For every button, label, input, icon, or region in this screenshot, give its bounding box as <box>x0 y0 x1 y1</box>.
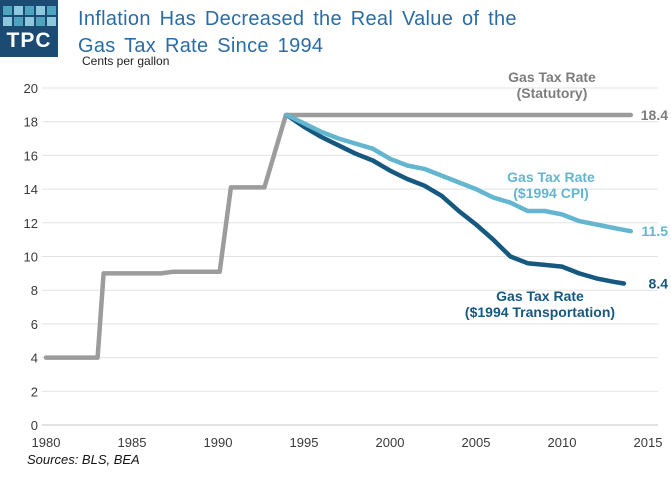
end-value-label-statutory: 18.4 <box>641 107 668 123</box>
logo-square-icon <box>24 17 34 26</box>
chart-title: Inflation Has Decreased the Real Value o… <box>78 6 517 60</box>
tpc-logo-text: TPC <box>6 29 52 52</box>
x-tick-label: 1990 <box>204 435 233 450</box>
logo-square-icon <box>46 6 56 15</box>
chart-title-line2: Gas Tax Rate Since 1994 <box>78 35 324 57</box>
x-tick-label: 1995 <box>290 435 319 450</box>
y-tick-label: 14 <box>24 182 38 197</box>
x-tick-label: 2005 <box>462 435 491 450</box>
logo-square-icon <box>13 17 23 26</box>
end-value-label-cpi-1994: 11.5 <box>642 223 669 239</box>
series-label-cpi-1994: Gas Tax Rate ($1994 CPI) <box>507 169 595 201</box>
y-tick-label: 10 <box>24 250 38 265</box>
source-note: Sources: BLS, BEA <box>27 452 140 467</box>
series-label-statutory: Gas Tax Rate (Statutory) <box>508 69 596 101</box>
y-tick-label: 0 <box>31 418 38 433</box>
logo-square-icon <box>13 6 23 15</box>
x-tick-label: 1985 <box>118 435 147 450</box>
chart-title-line1: Inflation Has Decreased the Real Value o… <box>78 8 517 30</box>
y-tick-label: 6 <box>31 317 38 332</box>
logo-square-icon <box>35 6 45 15</box>
logo-square-icon <box>24 6 34 15</box>
y-tick-label: 18 <box>24 115 38 130</box>
y-tick-label: 12 <box>24 216 38 231</box>
logo-square-icon <box>46 17 56 26</box>
logo-square-icon <box>35 17 45 26</box>
y-tick-label: 2 <box>31 384 38 399</box>
end-value-label-transportation-1994: 8.4 <box>649 275 669 291</box>
y-tick-label: 16 <box>24 148 38 163</box>
logo-square-icon <box>2 6 12 15</box>
tpc-logo-grid-icon <box>2 6 56 26</box>
line-cpi-1994 <box>284 112 634 234</box>
y-tick-label: 8 <box>31 283 38 298</box>
x-tick-label: 2010 <box>548 435 577 450</box>
x-tick-label: 1980 <box>32 435 61 450</box>
tpc-logo: TPC <box>0 0 58 57</box>
x-tick-label: 2015 <box>634 435 663 450</box>
y-axis-units-label: Cents per gallon <box>82 54 170 68</box>
y-tick-label: 4 <box>31 351 38 366</box>
x-tick-label: 2000 <box>376 435 405 450</box>
series-label-transportation-1994: Gas Tax Rate ($1994 Transportation) <box>465 288 615 320</box>
logo-square-icon <box>2 17 12 26</box>
line-transportation-1994 <box>284 112 627 286</box>
y-tick-label: 20 <box>24 81 38 96</box>
line-statutory <box>43 112 634 360</box>
